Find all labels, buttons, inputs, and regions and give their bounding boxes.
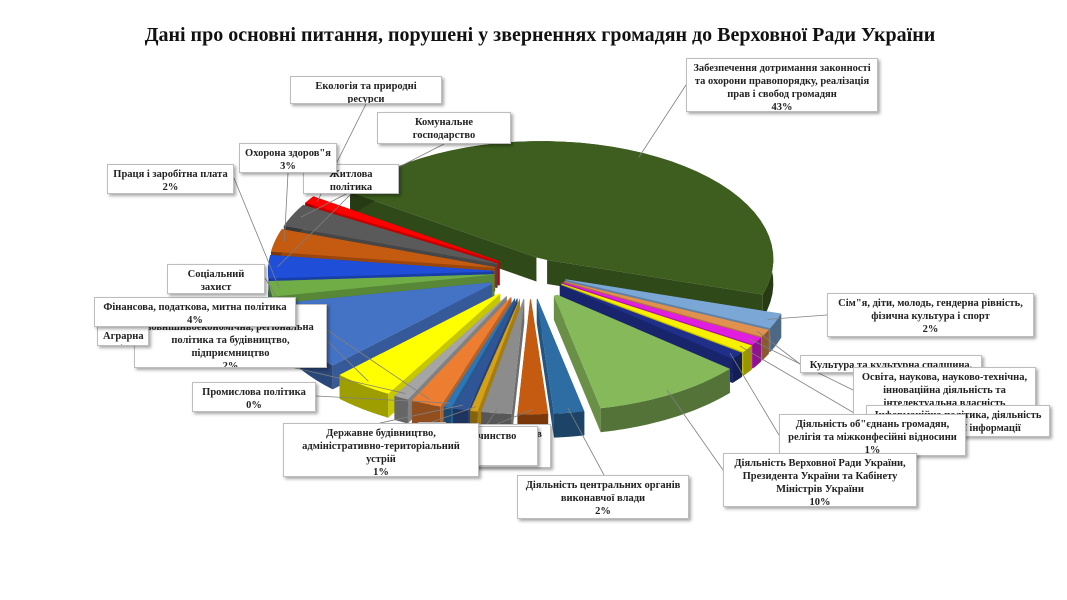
data-label-text: Житлова політика — [329, 169, 373, 193]
data-label-ekologiia: Екологія та природні ресурси1% — [290, 76, 442, 104]
leader-line-kultura — [756, 330, 801, 365]
data-label-text: Соціальний захист — [187, 269, 245, 293]
data-label-vru: Діяльність Верховної Ради України, Прези… — [723, 453, 917, 507]
leader-line-promyslova — [315, 395, 451, 404]
data-label-text: Діяльність об"єднань громадян, релігія т… — [788, 419, 957, 443]
leader-line-tsov — [567, 407, 605, 476]
data-label-percent: 43% — [771, 102, 793, 112]
data-label-simia: Сім"я, діти, молодь, гендерна рівність, … — [827, 293, 1034, 337]
leader-line-derzhbud — [379, 404, 463, 424]
data-label-text: Діяльність Верховної Ради України, Прези… — [734, 458, 906, 495]
data-label-finansova: Фінансова, податкова, митна політика 4% — [94, 297, 296, 327]
data-label-ohorona: Охорона здоров"я 3% — [239, 143, 337, 173]
leader-line-simia — [767, 314, 828, 320]
leader-line-zhytlova — [277, 193, 352, 268]
data-label-percent: 3% — [280, 161, 296, 172]
leader-line-ohorona — [283, 172, 289, 242]
data-label-tsov: Діяльність центральних органів виконавчо… — [517, 475, 689, 519]
leader-line-vru — [666, 389, 724, 471]
data-label-percent: 1% — [864, 445, 881, 456]
leader-line-pratsia — [233, 177, 280, 289]
leader-line-sud — [485, 408, 498, 427]
data-label-derzhbud: Державне будівництво, адміністративно-те… — [283, 423, 479, 477]
data-label-text: Державне будівництво, адміністративно-те… — [302, 428, 460, 465]
slice-tsov — [536, 298, 585, 438]
data-label-text: Комунальне господарство — [412, 117, 476, 141]
data-label-text: Освіта, наукова, науково-технічна, іннов… — [861, 372, 1028, 409]
chart-title: Дані про основні питання, порушені у зве… — [144, 24, 936, 46]
leader-line-inshe — [431, 406, 476, 423]
data-label-percent: 2% — [162, 182, 179, 193]
data-label-zakonnist: Забезпечення дотримання законності та ох… — [686, 58, 878, 112]
data-label-pratsia: Праця і заробітна плата 2% — [107, 164, 234, 194]
leader-line-zakonnist — [638, 84, 687, 158]
data-label-percent: 2% — [222, 361, 239, 368]
data-label-komunalne: Комунальне господарство3% — [377, 112, 511, 144]
data-label-text: Фінансова, податкова, митна політика — [103, 302, 287, 313]
data-label-text: Аграрна політика — [103, 331, 145, 345]
leader-line-obiednan — [729, 352, 780, 436]
slice-vru — [553, 294, 730, 433]
data-label-text: Судочинство — [455, 431, 517, 442]
data-label-text: Культура та культурна спадщина, туризм — [809, 360, 973, 371]
leader-line-informatsiina — [739, 345, 867, 421]
data-label-text: Діяльність центральних органів виконавчо… — [525, 480, 681, 504]
data-label-text: Екологія та природні ресурси — [315, 81, 417, 104]
data-label-percent: 1% — [373, 467, 389, 477]
data-label-percent: 3% — [383, 142, 505, 143]
data-label-agrarna: Аграрна політика — [97, 326, 149, 346]
data-label-percent: 10% — [809, 497, 831, 507]
data-label-promyslova: Промислова політика 0% — [192, 382, 316, 412]
leader-line-ekonomichna — [326, 329, 430, 400]
data-label-percent: 2% — [595, 506, 611, 517]
data-label-percent: 4% — [187, 315, 203, 326]
data-label-text: Праця і заробітна плата — [113, 169, 228, 180]
data-label-percent: 0% — [246, 400, 262, 411]
data-label-percent: 2% — [922, 324, 939, 335]
data-label-text: Забезпечення дотримання законності та ох… — [693, 63, 871, 100]
data-label-obiednan: Діяльність об"єднань громадян, релігія т… — [779, 414, 966, 456]
data-label-text: Охорона здоров"я — [245, 148, 331, 159]
data-label-text: Промислова політика — [202, 387, 306, 398]
data-label-text: Сім"я, діти, молодь, гендерна рівність, … — [838, 298, 1023, 322]
data-label-socialnyi: Соціальний захист9% — [167, 264, 265, 294]
leader-line-misceve — [496, 409, 533, 425]
